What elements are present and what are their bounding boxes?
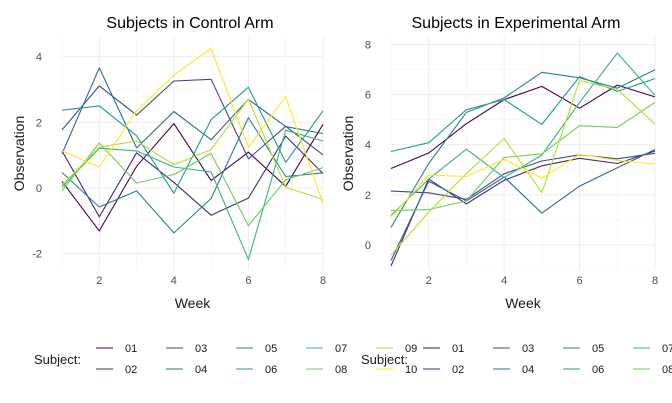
y-tick-label: 4 <box>36 52 42 64</box>
series-line-04 <box>61 67 324 155</box>
legend-label-07: 07 <box>335 343 347 355</box>
series-line-05 <box>61 117 324 234</box>
chart-title: Subjects in Control Arm <box>106 15 273 32</box>
x-axis-title: Week <box>175 295 212 311</box>
series-line-03 <box>61 78 324 160</box>
legend-label-07: 07 <box>662 343 672 355</box>
series-line-09 <box>61 98 324 200</box>
y-tick-label: 2 <box>36 117 42 129</box>
legend-label-10: 10 <box>405 364 417 376</box>
legend-title: Subject: <box>34 352 81 367</box>
legend-label-06: 06 <box>265 364 277 376</box>
legend-label-08: 08 <box>662 364 672 376</box>
legend-label-02: 02 <box>125 364 137 376</box>
y-tick-label: 4 <box>365 140 371 152</box>
x-tick-label: 6 <box>245 275 251 287</box>
series-line-04 <box>390 149 656 261</box>
plot-area <box>391 37 655 270</box>
series-line-08 <box>61 142 324 227</box>
legend-label-05: 05 <box>265 343 277 355</box>
x-tick-label: 4 <box>501 275 507 287</box>
chart-title: Subjects in Experimental Arm <box>412 15 621 32</box>
legend-label-08: 08 <box>335 364 347 376</box>
x-tick-label: 4 <box>171 275 177 287</box>
y-axis-title: Observation <box>11 116 27 191</box>
control-arm-chart: 2 4 6 8 -2 0 2 4 Subjects in Control Arm Week Obse… <box>11 15 326 311</box>
series-line-06 <box>390 76 656 153</box>
x-tick-label: 8 <box>320 275 326 287</box>
x-tick-label: 2 <box>426 275 432 287</box>
legend-control: Subject: 01 02 03 04 05 06 07 08 09 10 <box>34 343 417 376</box>
legend-label-06: 06 <box>592 364 604 376</box>
legend-label-05: 05 <box>592 343 604 355</box>
series-line-01 <box>61 123 324 232</box>
legend-label-01: 01 <box>452 343 464 355</box>
legend-label-01: 01 <box>125 343 137 355</box>
series-line-07 <box>61 129 324 261</box>
legend-title: Subject: <box>361 352 408 367</box>
series-line-10 <box>390 153 656 218</box>
series-line-09 <box>390 80 656 256</box>
y-tick-label: 6 <box>365 90 371 102</box>
x-tick-label: 2 <box>96 275 102 287</box>
x-axis-title: Week <box>505 295 542 311</box>
experimental-arm-chart: 2 4 6 8 0 2 4 6 8 Subjects in Experimental Arm Wee… <box>340 15 658 311</box>
series-line-03 <box>390 152 656 200</box>
legend-label-03: 03 <box>522 343 534 355</box>
series-line-05 <box>390 69 656 228</box>
x-tick-label: 8 <box>652 275 658 287</box>
legend-label-09: 09 <box>405 343 417 355</box>
series-line-02 <box>61 135 324 218</box>
legend-label-03: 03 <box>195 343 207 355</box>
y-tick-label: 8 <box>365 40 371 52</box>
y-axis-title: Observation <box>340 116 356 191</box>
y-tick-label: 0 <box>36 183 42 195</box>
legend-label-04: 04 <box>522 364 534 376</box>
series-line-10 <box>61 47 324 204</box>
series-line-08 <box>390 101 656 212</box>
y-tick-label: -2 <box>32 249 42 261</box>
legend-experimental: Subject: 01 02 03 04 05 06 07 08 09 10 <box>361 343 672 376</box>
y-tick-label: 2 <box>365 190 371 202</box>
legend-label-02: 02 <box>452 364 464 376</box>
y-tick-label: 0 <box>365 240 371 252</box>
series-line-02 <box>390 150 656 267</box>
legend-label-04: 04 <box>195 364 207 376</box>
x-tick-label: 6 <box>577 275 583 287</box>
